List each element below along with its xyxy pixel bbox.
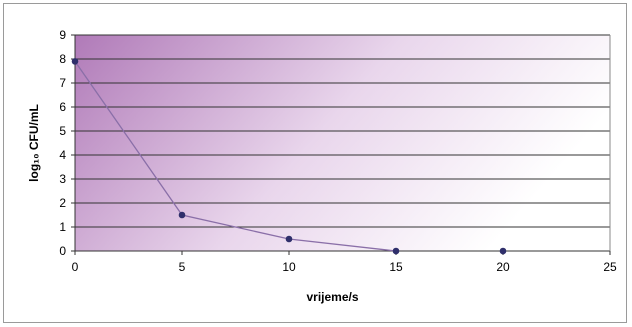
data-point [71, 58, 79, 65]
data-point [178, 211, 186, 219]
data-point [392, 247, 400, 255]
y-tick-label: 5 [59, 124, 66, 138]
y-tick-label: 4 [59, 148, 66, 162]
axes [71, 34, 611, 255]
y-tick-label: 1 [59, 220, 66, 234]
x-tick-label: 5 [179, 260, 186, 274]
y-tick-label: 3 [59, 172, 66, 186]
y-axis-title: log₁₀ CFU/mL [27, 104, 41, 182]
data-point [285, 235, 293, 243]
y-tick-label: 7 [59, 76, 66, 90]
y-tick-label: 6 [59, 100, 66, 114]
x-tick-label: 10 [282, 260, 296, 274]
series-group [71, 58, 507, 255]
plot-area [75, 35, 610, 251]
x-tick-label: 25 [603, 260, 617, 274]
y-tick-label: 0 [59, 244, 66, 258]
y-tick-label: 2 [59, 196, 66, 210]
x-tick-label: 0 [72, 260, 79, 274]
x-tick-label: 20 [496, 260, 510, 274]
x-axis-title: vrijeme/s [306, 290, 358, 304]
y-tick-label: 9 [59, 28, 66, 42]
x-tick-label: 15 [389, 260, 403, 274]
data-point [499, 247, 507, 255]
y-tick-label: 8 [59, 52, 66, 66]
x-tick-labels: 0 5 10 15 20 25 [72, 260, 617, 274]
y-tick-labels: 0 1 2 3 4 5 6 7 8 9 [59, 28, 66, 258]
series-line [74, 61, 397, 252]
